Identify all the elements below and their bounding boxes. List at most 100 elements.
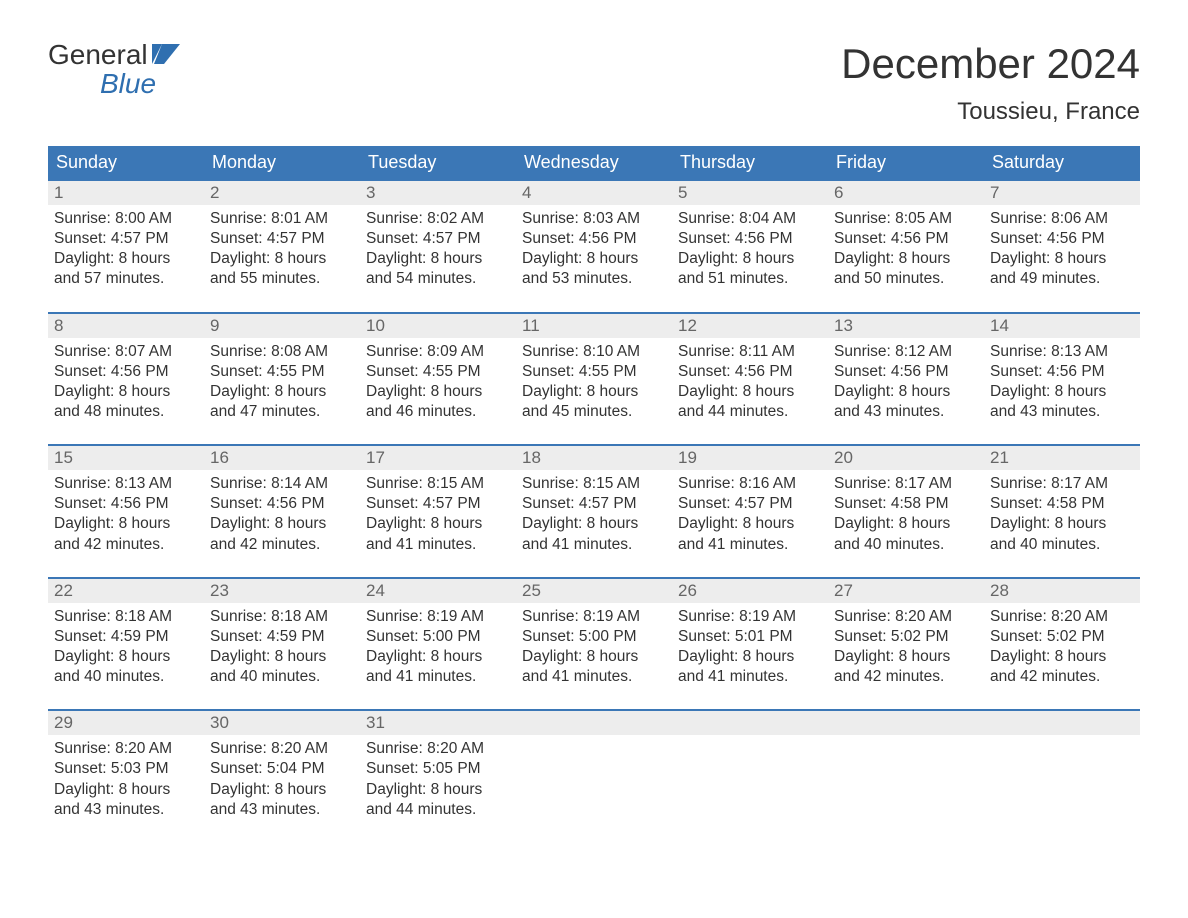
day-body: Sunrise: 8:01 AMSunset: 4:57 PMDaylight:… — [204, 205, 360, 290]
weekday-header: Sunday — [48, 146, 204, 179]
day-number: 3 — [360, 181, 516, 205]
day-number: 26 — [672, 579, 828, 603]
daylight-line: Daylight: 8 hours and 48 minutes. — [54, 382, 198, 422]
day-cell: 16Sunrise: 8:14 AMSunset: 4:56 PMDayligh… — [204, 446, 360, 555]
sunset-line: Sunset: 5:00 PM — [522, 627, 666, 647]
sunrise-line: Sunrise: 8:17 AM — [990, 474, 1134, 494]
daylight-line: Daylight: 8 hours and 54 minutes. — [366, 249, 510, 289]
weekday-header: Tuesday — [360, 146, 516, 179]
day-body: Sunrise: 8:16 AMSunset: 4:57 PMDaylight:… — [672, 470, 828, 555]
sunrise-line: Sunrise: 8:18 AM — [54, 607, 198, 627]
weekday-header: Thursday — [672, 146, 828, 179]
day-number: 1 — [48, 181, 204, 205]
sunset-line: Sunset: 4:55 PM — [210, 362, 354, 382]
daylight-line: Daylight: 8 hours and 45 minutes. — [522, 382, 666, 422]
day-cell: 19Sunrise: 8:16 AMSunset: 4:57 PMDayligh… — [672, 446, 828, 555]
sunset-line: Sunset: 4:59 PM — [54, 627, 198, 647]
day-cell: 24Sunrise: 8:19 AMSunset: 5:00 PMDayligh… — [360, 579, 516, 688]
sunrise-line: Sunrise: 8:20 AM — [54, 739, 198, 759]
header: General Blue December 2024 Toussieu, Fra… — [48, 40, 1140, 138]
sunrise-line: Sunrise: 8:20 AM — [834, 607, 978, 627]
weekday-header: Saturday — [984, 146, 1140, 179]
day-body: Sunrise: 8:14 AMSunset: 4:56 PMDaylight:… — [204, 470, 360, 555]
weekday-header: Wednesday — [516, 146, 672, 179]
week-row: 22Sunrise: 8:18 AMSunset: 4:59 PMDayligh… — [48, 577, 1140, 688]
day-number: 24 — [360, 579, 516, 603]
weekday-header: Monday — [204, 146, 360, 179]
day-cell: 29Sunrise: 8:20 AMSunset: 5:03 PMDayligh… — [48, 711, 204, 820]
day-number: 7 — [984, 181, 1140, 205]
daylight-line: Daylight: 8 hours and 49 minutes. — [990, 249, 1134, 289]
sunrise-line: Sunrise: 8:04 AM — [678, 209, 822, 229]
sunrise-line: Sunrise: 8:16 AM — [678, 474, 822, 494]
day-body: Sunrise: 8:09 AMSunset: 4:55 PMDaylight:… — [360, 338, 516, 423]
sunrise-line: Sunrise: 8:20 AM — [366, 739, 510, 759]
sunset-line: Sunset: 4:57 PM — [54, 229, 198, 249]
day-body: Sunrise: 8:03 AMSunset: 4:56 PMDaylight:… — [516, 205, 672, 290]
sunset-line: Sunset: 5:02 PM — [990, 627, 1134, 647]
day-cell: 15Sunrise: 8:13 AMSunset: 4:56 PMDayligh… — [48, 446, 204, 555]
day-number: 30 — [204, 711, 360, 735]
day-number: 4 — [516, 181, 672, 205]
sunset-line: Sunset: 4:58 PM — [834, 494, 978, 514]
day-number: 15 — [48, 446, 204, 470]
day-body: Sunrise: 8:13 AMSunset: 4:56 PMDaylight:… — [48, 470, 204, 555]
daylight-line: Daylight: 8 hours and 41 minutes. — [522, 647, 666, 687]
week-row: 1Sunrise: 8:00 AMSunset: 4:57 PMDaylight… — [48, 179, 1140, 290]
day-cell — [984, 711, 1140, 820]
day-cell: 3Sunrise: 8:02 AMSunset: 4:57 PMDaylight… — [360, 181, 516, 290]
daylight-line: Daylight: 8 hours and 50 minutes. — [834, 249, 978, 289]
sunrise-line: Sunrise: 8:08 AM — [210, 342, 354, 362]
day-number: 13 — [828, 314, 984, 338]
day-number — [516, 711, 672, 735]
daylight-line: Daylight: 8 hours and 41 minutes. — [522, 514, 666, 554]
day-number: 23 — [204, 579, 360, 603]
day-number: 2 — [204, 181, 360, 205]
day-number — [984, 711, 1140, 735]
day-number — [672, 711, 828, 735]
daylight-line: Daylight: 8 hours and 41 minutes. — [678, 514, 822, 554]
sunrise-line: Sunrise: 8:05 AM — [834, 209, 978, 229]
day-body: Sunrise: 8:19 AMSunset: 5:00 PMDaylight:… — [516, 603, 672, 688]
sunset-line: Sunset: 4:56 PM — [54, 362, 198, 382]
day-cell: 6Sunrise: 8:05 AMSunset: 4:56 PMDaylight… — [828, 181, 984, 290]
daylight-line: Daylight: 8 hours and 55 minutes. — [210, 249, 354, 289]
day-body: Sunrise: 8:17 AMSunset: 4:58 PMDaylight:… — [984, 470, 1140, 555]
month-title: December 2024 — [841, 40, 1140, 88]
daylight-line: Daylight: 8 hours and 42 minutes. — [834, 647, 978, 687]
day-number: 14 — [984, 314, 1140, 338]
day-cell: 9Sunrise: 8:08 AMSunset: 4:55 PMDaylight… — [204, 314, 360, 423]
sunset-line: Sunset: 4:57 PM — [210, 229, 354, 249]
day-body: Sunrise: 8:12 AMSunset: 4:56 PMDaylight:… — [828, 338, 984, 423]
day-cell — [828, 711, 984, 820]
sunrise-line: Sunrise: 8:10 AM — [522, 342, 666, 362]
sunset-line: Sunset: 4:57 PM — [678, 494, 822, 514]
daylight-line: Daylight: 8 hours and 43 minutes. — [210, 780, 354, 820]
day-number: 25 — [516, 579, 672, 603]
sunset-line: Sunset: 4:55 PM — [522, 362, 666, 382]
sunset-line: Sunset: 4:56 PM — [990, 229, 1134, 249]
logo: General Blue — [48, 40, 180, 99]
daylight-line: Daylight: 8 hours and 42 minutes. — [990, 647, 1134, 687]
sunset-line: Sunset: 4:56 PM — [990, 362, 1134, 382]
week-row: 8Sunrise: 8:07 AMSunset: 4:56 PMDaylight… — [48, 312, 1140, 423]
sunset-line: Sunset: 4:56 PM — [678, 362, 822, 382]
sunset-line: Sunset: 4:59 PM — [210, 627, 354, 647]
day-cell: 8Sunrise: 8:07 AMSunset: 4:56 PMDaylight… — [48, 314, 204, 423]
day-body: Sunrise: 8:05 AMSunset: 4:56 PMDaylight:… — [828, 205, 984, 290]
day-number: 21 — [984, 446, 1140, 470]
sunrise-line: Sunrise: 8:13 AM — [990, 342, 1134, 362]
day-body: Sunrise: 8:20 AMSunset: 5:05 PMDaylight:… — [360, 735, 516, 820]
daylight-line: Daylight: 8 hours and 41 minutes. — [366, 647, 510, 687]
weekday-header: Friday — [828, 146, 984, 179]
day-cell: 10Sunrise: 8:09 AMSunset: 4:55 PMDayligh… — [360, 314, 516, 423]
sunrise-line: Sunrise: 8:00 AM — [54, 209, 198, 229]
sunrise-line: Sunrise: 8:20 AM — [990, 607, 1134, 627]
day-cell — [516, 711, 672, 820]
sunset-line: Sunset: 5:00 PM — [366, 627, 510, 647]
sunrise-line: Sunrise: 8:15 AM — [366, 474, 510, 494]
day-body: Sunrise: 8:11 AMSunset: 4:56 PMDaylight:… — [672, 338, 828, 423]
sunrise-line: Sunrise: 8:15 AM — [522, 474, 666, 494]
sunset-line: Sunset: 5:01 PM — [678, 627, 822, 647]
sunrise-line: Sunrise: 8:20 AM — [210, 739, 354, 759]
